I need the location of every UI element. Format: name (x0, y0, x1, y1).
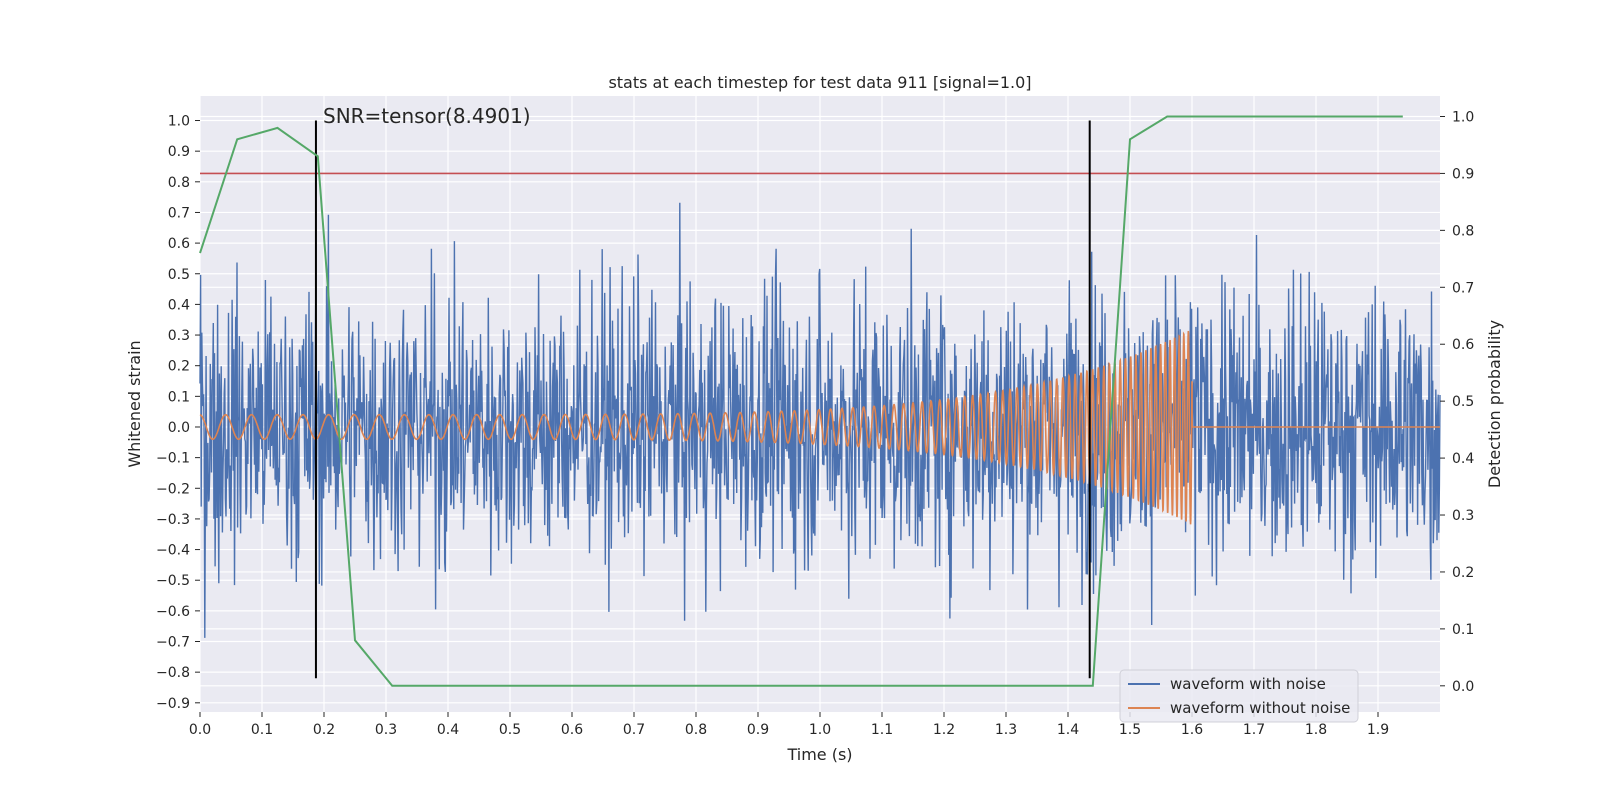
x-axis-label: Time (s) (786, 745, 852, 764)
vertical-markers (314, 120, 1091, 679)
y-tick-label: 0.5 (168, 267, 190, 283)
y-tick-label: −0.1 (156, 451, 190, 467)
x-tick-label: 1.8 (1305, 722, 1327, 738)
y-tick-label: −0.8 (156, 665, 190, 681)
y2-tick-label: 0.1 (1452, 622, 1474, 638)
x-tick-label: 0.4 (437, 722, 459, 738)
x-tick-label: 0.5 (499, 722, 521, 738)
y-tick-label: −0.4 (156, 543, 190, 559)
y2-tick-label: 0.2 (1452, 565, 1474, 581)
series-waveform-without-noise (199, 330, 1440, 525)
x-tick-label: 0.6 (561, 722, 583, 738)
y-tick-label: −0.2 (156, 481, 190, 497)
y-tick-label: −0.7 (156, 635, 190, 651)
y2-tick-label: 0.7 (1452, 280, 1474, 296)
x-tick-label: 1.0 (809, 722, 831, 738)
x-tick-label: 1.2 (933, 722, 955, 738)
y-tick-label: 0.7 (168, 205, 190, 221)
series-detection-probability (199, 115, 1403, 687)
snr-annotation: SNR=tensor(8.4901) (323, 104, 531, 128)
y-tick-label: −0.3 (156, 512, 190, 528)
x-tick-label: 0.7 (623, 722, 645, 738)
x-tick-label: 0.3 (375, 722, 397, 738)
x-tick-label: 1.3 (995, 722, 1017, 738)
y-tick-label: 0.6 (168, 236, 190, 252)
x-tick-label: 0.0 (189, 722, 211, 738)
y-tick-label: −0.9 (156, 696, 190, 712)
noisy-waveform-line (199, 202, 1441, 638)
y-tick-label: 0.4 (168, 297, 190, 313)
y2-axis-label: Detection probability (1485, 320, 1504, 488)
y2-tick-label: 0.0 (1452, 679, 1474, 695)
x-tick-label: 1.5 (1119, 722, 1141, 738)
y2-tick-label: 0.4 (1452, 451, 1474, 467)
y-tick-label: 0.3 (168, 328, 190, 344)
legend-box (1119, 669, 1359, 723)
y2-tick-label: 1.0 (1452, 109, 1474, 125)
legend-label-with-noise: waveform with noise (1170, 675, 1326, 693)
x-tick-label: 0.1 (251, 722, 273, 738)
y2-axis-ticks: 1.0 0.9 0.8 0.7 0.6 0.5 0.4 0.3 0.2 0.1 0.0 (1440, 109, 1474, 695)
detection-probability-line (199, 115, 1403, 687)
y-tick-label: 1.0 (168, 114, 190, 130)
chart-title: stats at each timestep for test data 911… (608, 73, 1031, 92)
legend-label-without-noise: waveform without noise (1170, 699, 1350, 717)
x-tick-label: 1.4 (1057, 722, 1079, 738)
legend: waveform with noise waveform without noi… (1119, 669, 1359, 723)
y-tick-label: 0.8 (168, 175, 190, 191)
y2-tick-label: 0.6 (1452, 337, 1474, 353)
y-tick-label: −0.5 (156, 573, 190, 589)
y2-tick-label: 0.5 (1452, 394, 1474, 410)
y-axis-ticks: 1.0 0.9 0.8 0.7 0.6 0.5 0.4 0.3 0.2 0.1 0.0 −0.1 −0.… (156, 114, 200, 712)
y-axis-label: Whitened strain (125, 340, 144, 467)
x-tick-label: 0.9 (747, 722, 769, 738)
y-tick-label: −0.6 (156, 604, 190, 620)
x-tick-label: 0.2 (313, 722, 335, 738)
y2-tick-label: 0.3 (1452, 508, 1474, 524)
x-tick-label: 1.9 (1367, 722, 1389, 738)
series-waveform-with-noise (199, 202, 1441, 638)
y-tick-label: 0.9 (168, 144, 190, 160)
clean-waveform-line (199, 330, 1440, 525)
x-tick-label: 1.1 (871, 722, 893, 738)
y-tick-label: 0.0 (168, 420, 190, 436)
x-tick-label: 0.8 (685, 722, 707, 738)
y-tick-label: 0.1 (168, 389, 190, 405)
x-tick-label: 1.7 (1243, 722, 1265, 738)
y2-tick-label: 0.8 (1452, 223, 1474, 239)
x-tick-label: 1.6 (1181, 722, 1203, 738)
y-tick-label: 0.2 (168, 359, 190, 375)
y2-tick-label: 0.9 (1452, 166, 1474, 182)
x-axis-ticks: 0.0 0.1 0.2 0.3 0.4 0.5 0.6 0.7 0.8 0.9 1.0 1.1 1.2 1… (189, 712, 1389, 738)
